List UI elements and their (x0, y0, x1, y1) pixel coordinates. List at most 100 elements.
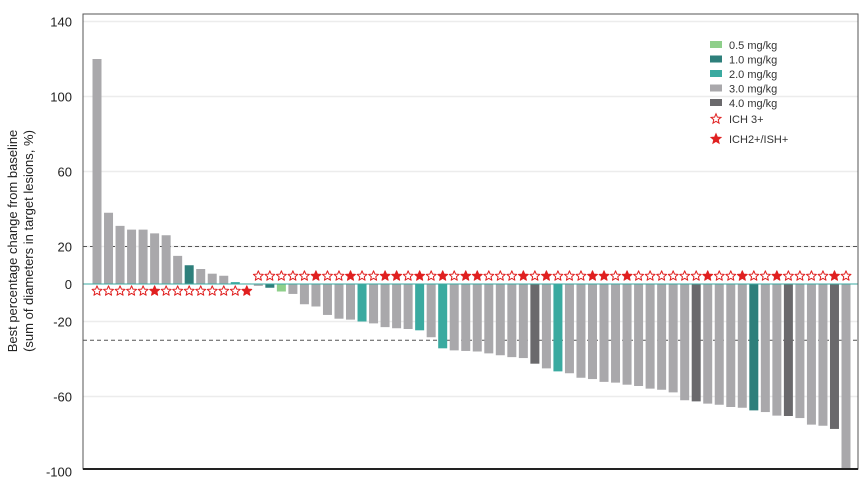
bar-patient-26 (380, 284, 390, 328)
bar-patient-29 (415, 284, 425, 331)
bar-patient-6 (150, 233, 160, 284)
filled-star-marker (149, 285, 161, 296)
bar-patient-5 (138, 229, 148, 284)
bar-patient-38 (518, 284, 528, 359)
hollow-star-marker (483, 270, 495, 281)
bar-patient-32 (449, 284, 459, 351)
bar-patient-25 (369, 284, 379, 324)
y-tick-label: -60 (53, 390, 72, 405)
hollow-star-marker (218, 285, 230, 296)
bar-patient-24 (357, 284, 367, 322)
hollow-star-marker (840, 270, 852, 281)
bar-patient-37 (507, 284, 517, 358)
bars (92, 59, 851, 470)
hollow-star-marker (91, 285, 103, 296)
bar-patient-60 (772, 284, 782, 416)
hollow-star-marker (229, 285, 241, 296)
hollow-star-marker (679, 270, 691, 281)
filled-star-marker (540, 270, 552, 281)
bar-patient-31 (438, 284, 448, 349)
bar-patient-43 (576, 284, 586, 378)
filled-star-marker (702, 270, 714, 281)
bar-patient-64 (818, 284, 828, 426)
legend-swatch-2.0 (710, 70, 722, 77)
bar-patient-20 (311, 284, 321, 307)
bar-patient-35 (484, 284, 494, 354)
y-axis-label-line2: (sum of diameters in target lesions, %) (21, 130, 36, 352)
bar-patient-61 (783, 284, 793, 416)
hollow-star-marker (633, 270, 645, 281)
hollow-star-marker (172, 285, 184, 296)
hollow-star-marker (656, 270, 668, 281)
filled-star-marker (771, 270, 783, 281)
filled-star-marker (471, 270, 483, 281)
bar-patient-57 (737, 284, 747, 408)
hollow-star-marker (725, 270, 737, 281)
hollow-star-marker (264, 270, 276, 281)
hollow-star-marker (529, 270, 541, 281)
bar-patient-58 (749, 284, 759, 411)
legend-swatch-4.0 (710, 99, 722, 106)
bar-patient-54 (703, 284, 713, 404)
bar-patient-53 (691, 284, 701, 402)
bar-patient-41 (553, 284, 563, 372)
bar-patient-16 (265, 284, 275, 288)
hollow-star-marker (195, 285, 207, 296)
hollow-star-marker (805, 270, 817, 281)
filled-star-marker (345, 270, 356, 281)
bar-patient-46 (611, 284, 621, 383)
bar-patient-8 (173, 255, 183, 284)
bar-patient-42 (564, 284, 574, 374)
hollow-star-marker (252, 270, 264, 281)
y-tick-label: 60 (58, 165, 72, 180)
bar-patient-11 (207, 273, 217, 284)
filled-star-marker (736, 270, 748, 281)
hollow-star-marker (356, 270, 368, 281)
filled-star-icon (709, 132, 723, 145)
bar-patient-40 (541, 284, 551, 369)
bar-patient-44 (587, 284, 597, 380)
bar-patient-23 (346, 284, 356, 320)
hollow-star-marker (103, 285, 114, 296)
hollow-star-marker (160, 285, 172, 296)
bar-patient-47 (622, 284, 632, 385)
bar-patient-22 (334, 284, 344, 319)
bar-patient-4 (127, 229, 137, 284)
filled-star-marker (437, 270, 449, 281)
hollow-star-marker (206, 285, 218, 296)
hollow-star-marker (368, 270, 379, 281)
legend-label: 4.0 mg/kg (729, 98, 777, 110)
legend-star-label: ICH2+/ISH+ (729, 134, 788, 146)
hollow-star-marker (137, 285, 149, 296)
bar-patient-45 (599, 284, 609, 382)
hollow-star-marker (333, 270, 345, 281)
bar-patient-34 (472, 284, 482, 352)
legend: 0.5 mg/kg 1.0 mg/kg 2.0 mg/kg 3.0 mg/kg 4.0 … (709, 40, 788, 146)
filled-star-marker (598, 270, 610, 281)
hollow-star-marker (575, 270, 587, 281)
filled-star-marker (460, 270, 472, 281)
bar-patient-3 (115, 225, 125, 284)
hollow-star-marker (287, 270, 299, 281)
bar-patient-27 (392, 284, 402, 329)
hollow-star-marker (667, 270, 679, 281)
bar-patient-2 (104, 212, 114, 284)
y-tick-label: 100 (50, 90, 72, 105)
bar-patient-52 (680, 284, 690, 401)
bar-patient-63 (806, 284, 816, 425)
hollow-star-marker (114, 285, 126, 296)
legend-swatch-1.0 (710, 55, 722, 63)
hollow-star-marker (506, 270, 518, 281)
bar-patient-13 (230, 282, 240, 284)
y-tick-label: -20 (53, 315, 72, 330)
hollow-star-marker (494, 270, 506, 281)
bar-patient-50 (657, 284, 667, 390)
hollow-star-marker (552, 270, 564, 281)
bar-patient-7 (161, 235, 171, 284)
hollow-star-marker (275, 270, 287, 281)
bar-patient-19 (299, 284, 309, 305)
bar-patient-10 (196, 269, 206, 284)
legend-label: 1.0 mg/kg (729, 55, 777, 67)
y-tick-label: 140 (50, 15, 72, 30)
